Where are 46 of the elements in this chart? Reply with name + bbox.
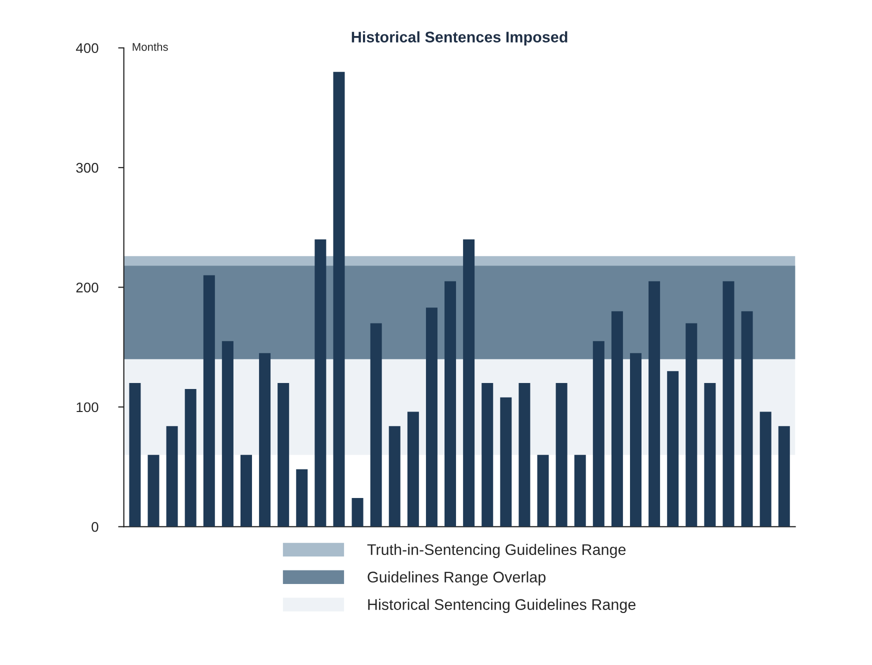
bar xyxy=(296,469,308,527)
bar xyxy=(203,275,215,527)
bar xyxy=(222,341,234,527)
bar xyxy=(518,383,530,527)
bar xyxy=(611,311,623,527)
bar xyxy=(333,72,345,527)
y-tick-label: 200 xyxy=(76,282,98,292)
bar xyxy=(444,281,456,527)
y-tick-label: 100 xyxy=(76,402,98,412)
bar xyxy=(314,239,326,527)
bar xyxy=(778,426,790,527)
bar xyxy=(240,454,252,527)
y-tick-label: 400 xyxy=(76,43,98,54)
bar xyxy=(370,323,382,527)
y-tick-label: 300 xyxy=(76,162,98,173)
bar xyxy=(166,426,178,527)
bar xyxy=(704,383,716,527)
bar xyxy=(407,412,419,527)
bar xyxy=(667,371,679,527)
bar xyxy=(463,239,475,527)
bar xyxy=(388,426,400,527)
bar xyxy=(184,389,196,527)
legend-label: Truth-in-Sentencing Guidelines Range xyxy=(367,544,626,558)
bar xyxy=(722,281,734,527)
bar xyxy=(426,308,438,527)
bar xyxy=(556,383,568,527)
bar xyxy=(500,397,512,527)
y-axis-title: Months xyxy=(132,42,168,51)
bar xyxy=(592,341,604,527)
bar xyxy=(148,454,160,527)
bar xyxy=(278,383,290,527)
bar xyxy=(259,353,271,527)
y-tick-label: 0 xyxy=(92,522,98,532)
legend-label: Historical Sentencing Guidelines Range xyxy=(368,598,636,613)
bar xyxy=(129,383,141,527)
bar xyxy=(574,454,586,527)
bar xyxy=(741,311,753,527)
bar xyxy=(537,454,549,527)
bar xyxy=(352,498,364,527)
bar xyxy=(760,412,772,527)
bar xyxy=(482,383,494,527)
legend-label: Guidelines Range Overlap xyxy=(368,571,546,586)
bar xyxy=(686,323,698,527)
bar xyxy=(630,353,642,527)
bar xyxy=(648,281,660,527)
chart-title: Historical Sentences Imposed xyxy=(352,31,568,46)
